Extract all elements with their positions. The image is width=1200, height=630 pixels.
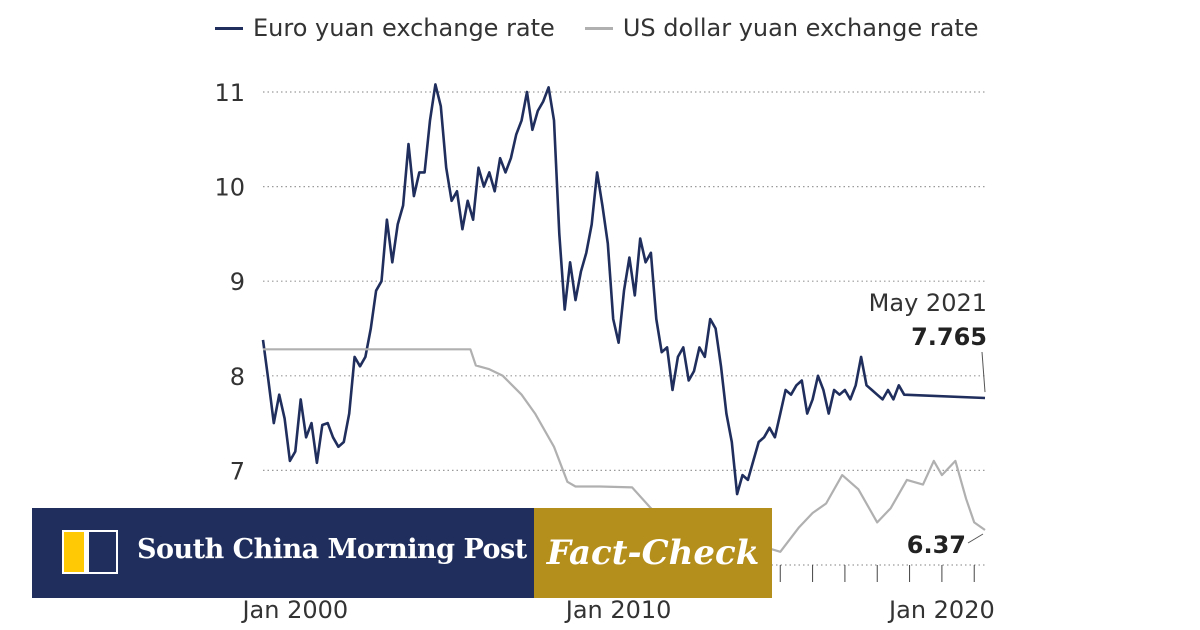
annotations: May 2021 7.765 6.37: [869, 289, 987, 559]
y-axis-ticks: 11109876: [214, 79, 245, 580]
annotation-usd-leader: [967, 533, 984, 544]
x-tick-label-Jan-2010: Jan 2010: [564, 596, 672, 624]
logo-yellow-block: [64, 532, 84, 572]
x-tick-label-Jan-2000: Jan 2000: [240, 596, 348, 624]
y-tick-label-8: 8: [230, 363, 245, 391]
brand-name: South China Morning Post: [137, 534, 527, 565]
legend-swatch-usd: [584, 26, 613, 30]
scmp-brand-banner: South China Morning Post: [32, 508, 534, 598]
legend-item-euro: Euro yuan exchange rate: [215, 14, 555, 42]
legend-swatch-euro: [215, 26, 243, 30]
chart-legend: Euro yuan exchange rate US dollar yuan e…: [215, 14, 1009, 42]
fact-check-label: Fact-Check: [546, 533, 760, 573]
annotation-euro-value: 7.765: [911, 323, 987, 351]
annotation-date-label: May 2021: [869, 289, 987, 317]
fact-check-badge: Fact-Check: [534, 508, 772, 598]
annotation-euro-leader: [981, 351, 986, 393]
legend-item-usd: US dollar yuan exchange rate: [584, 14, 979, 42]
y-tick-label-11: 11: [214, 79, 245, 107]
y-tick-label-7: 7: [230, 457, 245, 485]
series-lines: [261, 83, 986, 562]
legend-label-euro: Euro yuan exchange rate: [253, 14, 555, 42]
y-tick-label-10: 10: [214, 174, 245, 202]
annotation-usd-value: 6.37: [907, 531, 966, 559]
legend-label-usd: US dollar yuan exchange rate: [622, 14, 979, 42]
euro-yuan-line: [261, 83, 986, 496]
logo-blue-block: [89, 532, 116, 572]
x-tick-label-Jan-2020: Jan 2020: [887, 596, 995, 624]
scmp-logo-icon: [62, 530, 118, 574]
y-tick-label-9: 9: [230, 268, 245, 296]
